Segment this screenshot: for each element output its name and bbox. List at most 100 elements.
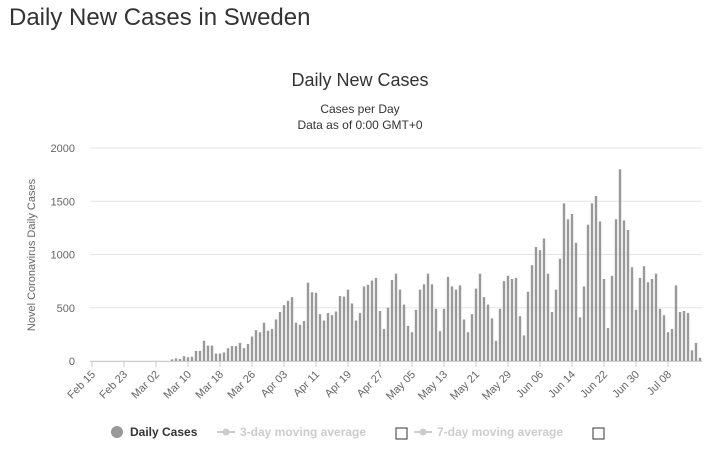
x-tick-label: Apr 27 bbox=[355, 369, 386, 400]
legend-item-3day-average[interactable]: 3-day moving average bbox=[217, 425, 366, 439]
bar bbox=[386, 307, 390, 361]
bar bbox=[422, 284, 426, 361]
bar bbox=[454, 289, 458, 361]
bar bbox=[186, 357, 190, 361]
legend-label-3day-average: 3-day moving average bbox=[240, 425, 366, 439]
chart-title: Daily New Cases bbox=[291, 70, 428, 90]
bar bbox=[350, 303, 354, 361]
bar bbox=[446, 276, 450, 361]
bar bbox=[574, 242, 578, 361]
legend: Daily Cases 3-day moving average 7-day m… bbox=[111, 425, 605, 440]
bar bbox=[438, 331, 442, 361]
checkbox-3day-average[interactable] bbox=[395, 427, 408, 440]
bar bbox=[290, 297, 294, 361]
x-tick-label: Apr 19 bbox=[323, 369, 354, 400]
bar bbox=[614, 219, 618, 361]
x-tick-label: May 29 bbox=[480, 369, 514, 403]
bar bbox=[282, 305, 286, 361]
y-tick-label: 2000 bbox=[51, 143, 75, 155]
bar bbox=[366, 284, 370, 361]
bar bbox=[190, 356, 194, 361]
bar bbox=[214, 353, 218, 361]
legend-label-7day-average: 7-day moving average bbox=[437, 425, 563, 439]
bar bbox=[694, 342, 698, 361]
bar bbox=[594, 195, 598, 361]
bar bbox=[258, 332, 262, 361]
bar bbox=[238, 342, 242, 361]
x-tick-label: Jun 14 bbox=[546, 369, 578, 401]
y-axis-label: Novel Coronavirus Daily Cases bbox=[26, 178, 38, 331]
bar bbox=[498, 308, 502, 361]
bar bbox=[302, 321, 306, 361]
bar bbox=[530, 265, 534, 361]
bar bbox=[354, 320, 358, 361]
bar bbox=[318, 314, 322, 361]
bar bbox=[402, 304, 406, 361]
bar bbox=[334, 311, 338, 361]
legend-item-daily-cases[interactable]: Daily Cases bbox=[111, 425, 198, 439]
bar bbox=[514, 277, 518, 361]
bar bbox=[502, 281, 506, 362]
bar bbox=[414, 309, 418, 361]
bar bbox=[642, 266, 646, 361]
bar bbox=[658, 308, 662, 361]
bar bbox=[346, 289, 350, 361]
bar bbox=[538, 250, 542, 361]
bar bbox=[322, 320, 326, 361]
bar bbox=[242, 348, 246, 361]
y-tick-label: 500 bbox=[57, 303, 75, 315]
bar bbox=[398, 289, 402, 361]
bar bbox=[618, 169, 622, 361]
bar bbox=[430, 284, 434, 361]
bar bbox=[374, 277, 378, 361]
bar bbox=[206, 345, 210, 361]
x-tick-label: Mar 18 bbox=[193, 369, 226, 402]
bar bbox=[254, 330, 258, 361]
legend-marker-7day-icon bbox=[419, 428, 427, 436]
bar bbox=[450, 286, 454, 361]
bar bbox=[418, 289, 422, 361]
bar bbox=[262, 322, 266, 361]
x-tick-label: Apr 03 bbox=[259, 369, 290, 400]
legend-marker-3day-icon bbox=[222, 428, 230, 436]
bar bbox=[610, 275, 614, 361]
bar bbox=[338, 296, 342, 361]
bar bbox=[362, 286, 366, 361]
bar bbox=[654, 273, 658, 361]
bar bbox=[426, 273, 430, 361]
bar bbox=[586, 224, 590, 361]
bar bbox=[462, 319, 466, 361]
checkbox-7day-average[interactable] bbox=[592, 427, 605, 440]
bar bbox=[590, 203, 594, 361]
x-tick-label: Mar 26 bbox=[225, 369, 258, 402]
bar bbox=[562, 203, 566, 361]
bar bbox=[230, 346, 234, 361]
bar bbox=[522, 335, 526, 361]
bar bbox=[526, 291, 530, 361]
x-tick-label: Jul 08 bbox=[645, 369, 674, 398]
bar bbox=[638, 277, 642, 361]
bar bbox=[682, 310, 686, 361]
bar bbox=[558, 258, 562, 361]
legend-item-7day-average[interactable]: 7-day moving average bbox=[414, 425, 563, 439]
bar bbox=[582, 286, 586, 361]
bar bbox=[306, 282, 310, 361]
bar bbox=[458, 285, 462, 361]
bar bbox=[246, 343, 250, 361]
bar bbox=[686, 313, 690, 361]
bar bbox=[250, 336, 254, 361]
bar bbox=[394, 273, 398, 361]
bar bbox=[198, 350, 202, 361]
x-tick-label: May 05 bbox=[384, 369, 418, 403]
bar bbox=[210, 345, 214, 361]
bar bbox=[534, 247, 538, 361]
bar bbox=[634, 309, 638, 361]
bar bbox=[570, 214, 574, 361]
legend-marker-daily-cases-icon bbox=[111, 426, 123, 438]
bar bbox=[202, 340, 206, 361]
page-heading: Daily New Cases in Sweden bbox=[9, 4, 311, 31]
bar bbox=[506, 275, 510, 361]
bar bbox=[442, 308, 446, 361]
x-tick-label: May 13 bbox=[416, 369, 450, 403]
